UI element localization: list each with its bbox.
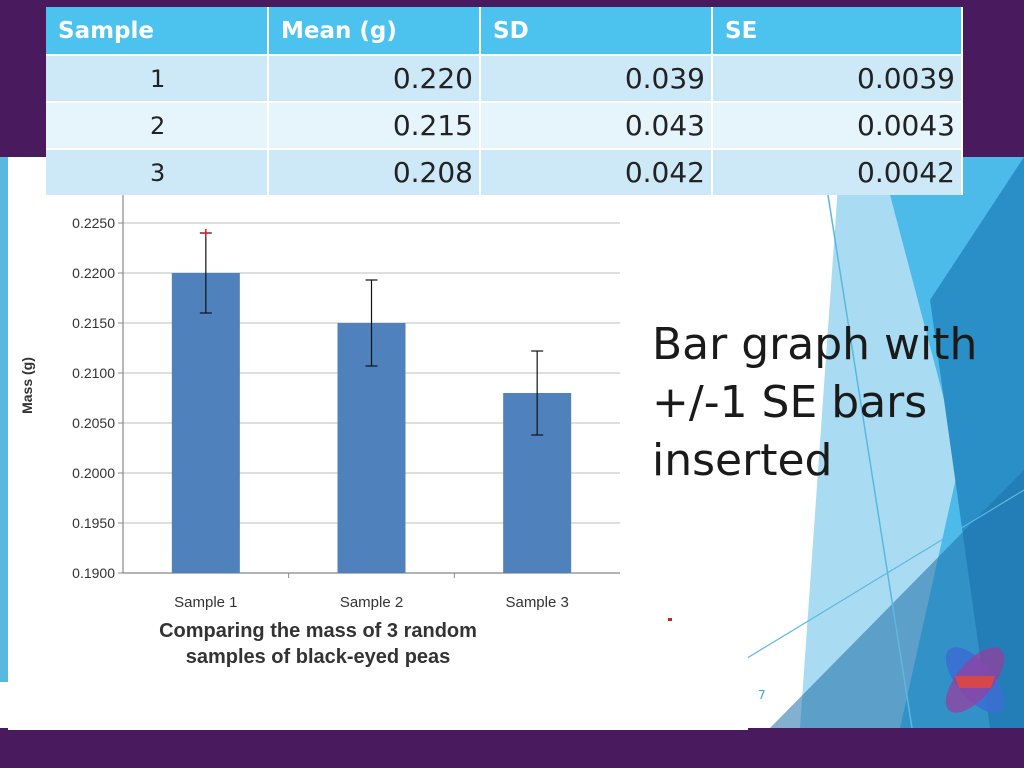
table-row: 3 0.208 0.042 0.0042: [46, 148, 963, 195]
x-tick-label: Sample 1: [174, 594, 237, 611]
table-cell: 2: [46, 101, 269, 149]
left-accent-strip: [0, 157, 8, 682]
table-row: 2 0.215 0.043 0.0043: [46, 101, 963, 149]
table-cell: 1: [46, 54, 269, 102]
stray-mark: [668, 618, 672, 621]
data-table: Sample Mean (g) SD SE 1 0.220 0.039 0.00…: [46, 7, 963, 195]
bar-chart: 0.1900 0.1950 0.2000 0.2050 0.2100 0.2150 0.22…: [19, 192, 620, 611]
y-tick-label: 0.2050: [72, 415, 115, 431]
table-cell: 0.0042: [712, 148, 963, 195]
page-number: 7: [758, 688, 766, 702]
table-cell: 0.215: [268, 101, 481, 149]
table-cell: 0.0039: [712, 54, 963, 102]
y-axis-label: Mass (g): [19, 357, 35, 414]
y-tick-label: 0.2150: [72, 315, 115, 331]
y-tick-label: 0.1950: [72, 515, 115, 531]
table-cell: 0.208: [268, 148, 481, 195]
y-tick-label: 0.2200: [72, 265, 115, 281]
table-header-cell: SE: [712, 7, 963, 55]
x-tick-label: Sample 2: [340, 594, 403, 611]
chart-panel: 0.1900 0.1950 0.2000 0.2050 0.2100 0.2150 0.22…: [8, 190, 748, 730]
slide-caption: Bar graph with +/-1 SE bars inserted: [652, 319, 978, 486]
logo-icon: [945, 647, 1005, 713]
y-tick-label: 0.1900: [72, 565, 115, 581]
y-tick-label: 0.2100: [72, 365, 115, 381]
table-header-cell: Mean (g): [268, 7, 481, 55]
bottom-frame-band: [0, 728, 1024, 768]
bar: [171, 273, 240, 573]
table-cell: 0.039: [480, 54, 713, 102]
table-cell: 0.0043: [712, 101, 963, 149]
chart-title: Comparing the mass of 3 random samples o…: [159, 620, 477, 668]
table-header-cell: Sample: [46, 7, 269, 55]
deco-line-1: [821, 156, 913, 729]
table-cell: 0.220: [268, 54, 481, 102]
table-header-row: Sample Mean (g) SD SE: [46, 7, 963, 55]
table-cell: 0.043: [480, 101, 713, 149]
y-tick-label: 0.2000: [72, 465, 115, 481]
table-cell: 0.042: [480, 148, 713, 195]
y-tick-label: 0.2250: [72, 215, 115, 231]
table-cell: 3: [46, 148, 269, 195]
x-tick-label: Sample 3: [505, 594, 568, 611]
table-row: 1 0.220 0.039 0.0039: [46, 54, 963, 102]
table-header-cell: SD: [480, 7, 713, 55]
